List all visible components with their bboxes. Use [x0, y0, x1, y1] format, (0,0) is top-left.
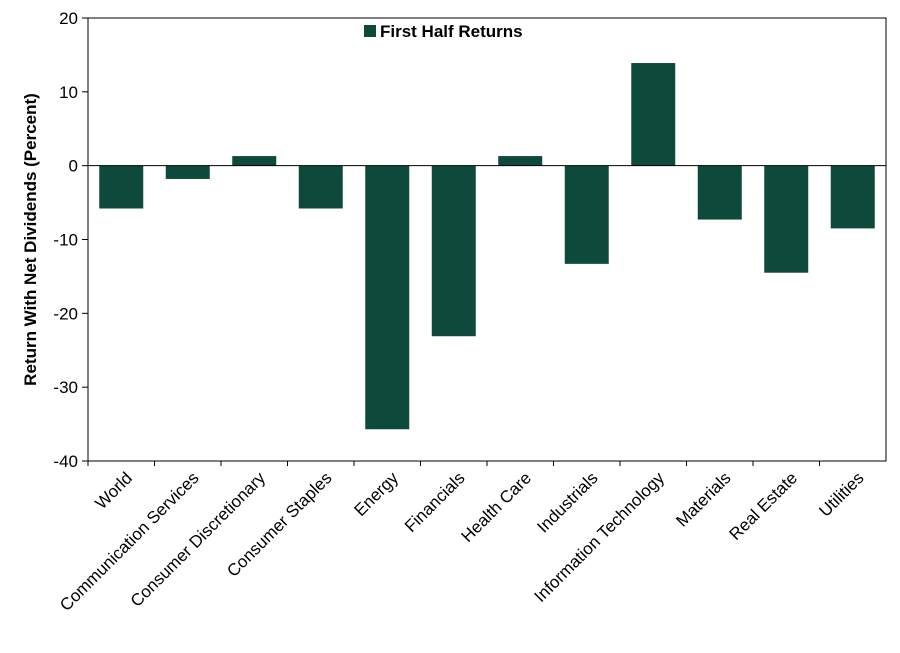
bar	[498, 156, 543, 166]
bar	[99, 165, 144, 209]
x-category-label: Consumer Discretionary	[127, 468, 270, 611]
bar	[232, 156, 277, 166]
x-category-label: Communication Services	[56, 468, 202, 614]
x-category-label: Health Care	[457, 468, 535, 546]
x-category-label: Real Estate	[725, 468, 801, 544]
legend-label: First Half Returns	[380, 22, 523, 41]
x-category-label: World	[91, 468, 136, 513]
legend-swatch	[364, 25, 376, 37]
bar	[564, 165, 609, 264]
x-category-label: Information Technology	[531, 468, 669, 606]
bar	[431, 165, 476, 337]
x-category-label: Materials	[672, 468, 734, 530]
y-tick-label: -10	[53, 231, 78, 250]
bars	[99, 63, 875, 430]
bar	[697, 165, 742, 220]
y-tick-label: 10	[59, 83, 78, 102]
legend: First Half Returns	[364, 22, 523, 41]
y-tick-label: -30	[53, 378, 78, 397]
bar	[631, 63, 676, 166]
y-axis-title: Return With Net Dividends (Percent)	[21, 93, 40, 386]
bar	[830, 165, 875, 229]
bar	[365, 165, 410, 430]
y-tick-label: 0	[69, 157, 78, 176]
bar	[165, 165, 210, 179]
x-category-label: Industrials	[533, 468, 601, 536]
x-category-label: Energy	[351, 468, 403, 520]
x-category-label: Financials	[401, 468, 469, 536]
bar	[298, 165, 343, 209]
y-tick-label: -20	[53, 304, 78, 323]
bar	[764, 165, 809, 273]
y-axis-ticks: 20 10 0 -10 -20 -30 -40	[53, 9, 88, 471]
y-tick-label: -40	[53, 452, 78, 471]
y-tick-label: 20	[59, 9, 78, 28]
x-category-label: Utilities	[815, 468, 867, 520]
